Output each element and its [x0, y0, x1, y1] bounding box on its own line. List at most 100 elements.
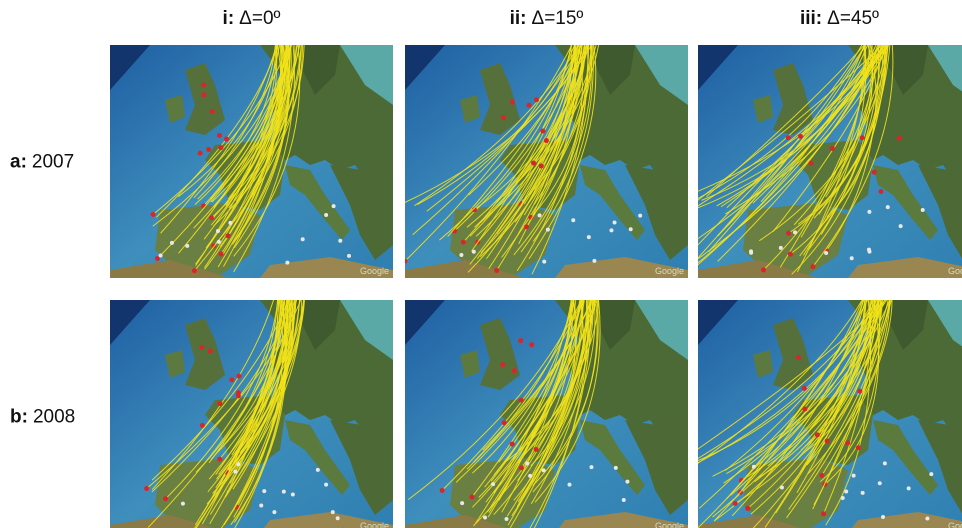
row-label: a:: [10, 152, 27, 173]
stop-dot: [163, 496, 168, 501]
coast-dot: [779, 246, 783, 250]
stop-dot: [502, 420, 507, 425]
coast-dot: [613, 221, 617, 225]
stop-dot: [217, 457, 222, 462]
stop-dot: [808, 161, 813, 166]
stop-dot: [733, 501, 738, 506]
column-header: iii:Δ=45º: [800, 8, 879, 29]
column-text: Δ=45º: [827, 8, 879, 29]
stop-dot: [201, 83, 206, 88]
stop-dot: [440, 488, 445, 493]
stop-dot: [218, 145, 223, 150]
map-panel: Google: [405, 295, 688, 528]
stop-dot: [897, 136, 902, 141]
column-header: i:Δ=0º: [223, 8, 281, 29]
column-header: ii:Δ=15º: [510, 8, 584, 29]
row-header: a:2007: [10, 152, 74, 173]
stop-dot: [510, 100, 515, 105]
stop-dot: [236, 393, 241, 398]
stop-dot: [524, 224, 529, 229]
column-label: i:: [223, 8, 235, 29]
coast-dot: [259, 503, 263, 507]
stop-dot: [402, 259, 407, 264]
map-panel: Google: [686, 295, 962, 528]
coast-dot: [752, 465, 756, 469]
coast-dot: [285, 261, 289, 265]
coast-dot: [841, 496, 845, 500]
row-label: b:: [10, 407, 28, 428]
stop-dot: [229, 377, 234, 382]
stop-dot: [470, 495, 475, 500]
stop-dot: [192, 268, 197, 273]
stop-dot: [236, 374, 241, 379]
coast-dot: [236, 462, 240, 466]
coast-dot: [459, 253, 463, 257]
stop-dot: [209, 215, 214, 220]
coast-dot: [272, 510, 276, 514]
stop-dot: [761, 267, 766, 272]
coast-dot: [324, 483, 328, 487]
stop-dot: [856, 445, 861, 450]
stop-dot: [815, 432, 820, 437]
stop-dot: [206, 147, 211, 152]
coast-dot: [483, 516, 487, 520]
stop-dot: [825, 438, 830, 443]
coast-dot: [614, 466, 618, 470]
column-label: iii:: [800, 8, 822, 29]
stop-dot: [745, 506, 750, 511]
stop-dot: [224, 137, 229, 142]
coast-dot: [324, 213, 328, 217]
stop-dot: [798, 134, 803, 139]
coast-dot: [589, 465, 593, 469]
stop-dot: [802, 386, 807, 391]
figure: i:Δ=0º ii:Δ=15º iii:Δ=45º a:2007 b:2008 Googl…: [0, 0, 962, 528]
coast-dot: [538, 213, 542, 217]
coast-dot: [609, 228, 613, 232]
stop-dot: [845, 440, 850, 445]
coast-dot: [528, 474, 532, 478]
coast-dot: [185, 244, 189, 248]
stop-dot: [529, 342, 534, 347]
stop-dot: [860, 135, 865, 140]
coast-dot: [929, 472, 933, 476]
coast-dot: [925, 516, 929, 520]
stop-dot: [500, 362, 505, 367]
map-background: [110, 300, 393, 528]
coast-dot: [881, 515, 885, 519]
stop-dot: [518, 338, 523, 343]
coast-dot: [907, 486, 911, 490]
row-text: 2008: [33, 407, 75, 428]
stop-dot: [544, 138, 549, 143]
stop-dot: [693, 264, 698, 269]
stop-dot: [788, 252, 793, 257]
coast-dot: [921, 208, 925, 212]
stop-dot: [857, 389, 862, 394]
stop-dot: [510, 442, 515, 447]
coast-dot: [217, 240, 221, 244]
stop-dot: [531, 160, 536, 165]
coast-dot: [793, 230, 797, 234]
stop-dot: [501, 115, 506, 120]
stop-dot: [693, 448, 698, 453]
map-panel: Google: [110, 40, 393, 278]
stop-dot: [519, 465, 524, 470]
coast-dot: [181, 502, 185, 506]
coast-dot: [886, 205, 890, 209]
coast-dot: [505, 517, 509, 521]
stop-dot: [519, 398, 524, 403]
stop-dot: [878, 189, 883, 194]
coast-dot: [316, 468, 320, 472]
coast-dot: [878, 481, 882, 485]
watermark: Google: [655, 521, 684, 528]
coast-dot: [867, 248, 871, 252]
stop-dot: [210, 109, 215, 114]
coast-dot: [571, 218, 575, 222]
coast-dot: [749, 251, 753, 255]
coast-dot: [525, 461, 529, 465]
coast-dot: [338, 239, 342, 243]
stop-dot: [494, 268, 499, 273]
map-panel: Google: [110, 295, 393, 528]
stop-dot: [526, 103, 531, 108]
stop-dot: [830, 146, 835, 151]
stop-dot: [539, 164, 544, 169]
